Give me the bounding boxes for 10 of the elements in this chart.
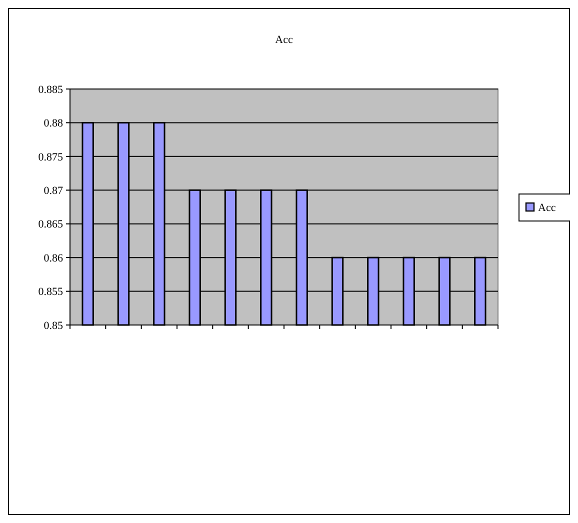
y-tick-label: 0.87 — [44, 184, 64, 197]
y-tick-label: 0.865 — [38, 218, 64, 231]
legend-label: Acc — [538, 202, 556, 214]
y-tick-label: 0.875 — [38, 151, 64, 164]
chart-title: Acc — [275, 34, 293, 46]
y-tick-label: 0.88 — [44, 118, 64, 130]
y-tick-label: 0.885 — [38, 84, 64, 96]
y-tick-label: 0.855 — [38, 286, 64, 298]
y-tick-label: 0.86 — [44, 252, 64, 264]
y-tick-label: 0.85 — [44, 320, 64, 332]
